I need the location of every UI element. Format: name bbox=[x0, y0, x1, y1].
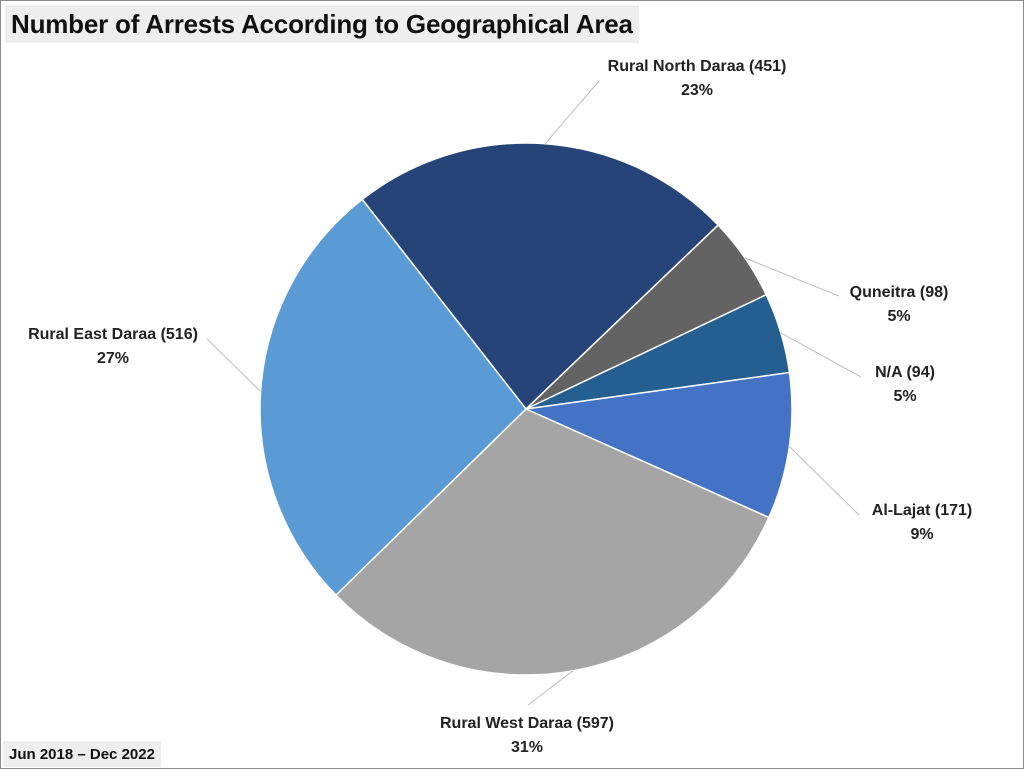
leader-line bbox=[744, 257, 840, 297]
slice-label: Rural West Daraa (597) bbox=[440, 715, 614, 732]
slice-label: Rural East Daraa (516) bbox=[28, 326, 198, 343]
pie-slice bbox=[361, 142, 720, 411]
slice-percent: 23% bbox=[681, 82, 713, 99]
chart-title: Number of Arrests According to Geographi… bbox=[11, 8, 633, 39]
slice-percent: 5% bbox=[893, 388, 916, 405]
leader-line bbox=[788, 446, 860, 516]
leader-line bbox=[780, 332, 862, 378]
chart-title-bar: Number of Arrests According to Geographi… bbox=[5, 5, 639, 43]
pie-slice bbox=[259, 198, 528, 597]
slice-percent: 5% bbox=[887, 308, 910, 325]
slice-label: Rural North Daraa (451) bbox=[608, 58, 787, 75]
chart-subtitle: Jun 2018 – Dec 2022 bbox=[3, 741, 161, 767]
slice-percent: 9% bbox=[910, 526, 933, 543]
slice-percent: 31% bbox=[511, 739, 543, 756]
pie-slice bbox=[334, 408, 770, 676]
slice-labels: Rural North Daraa (451) 23% Quneitra (98) 5… bbox=[28, 58, 972, 756]
leader-line bbox=[206, 338, 261, 392]
slice-label: Al-Lajat (171) bbox=[872, 502, 972, 519]
pie-slice bbox=[523, 371, 793, 519]
leader-line bbox=[544, 80, 600, 145]
leader-lines bbox=[206, 80, 862, 706]
slice-label: Quneitra (98) bbox=[850, 284, 949, 301]
slice-label: N/A (94) bbox=[875, 364, 935, 381]
pie-slices bbox=[259, 142, 793, 676]
leader-line bbox=[527, 670, 574, 706]
slice-percent: 27% bbox=[97, 350, 129, 367]
